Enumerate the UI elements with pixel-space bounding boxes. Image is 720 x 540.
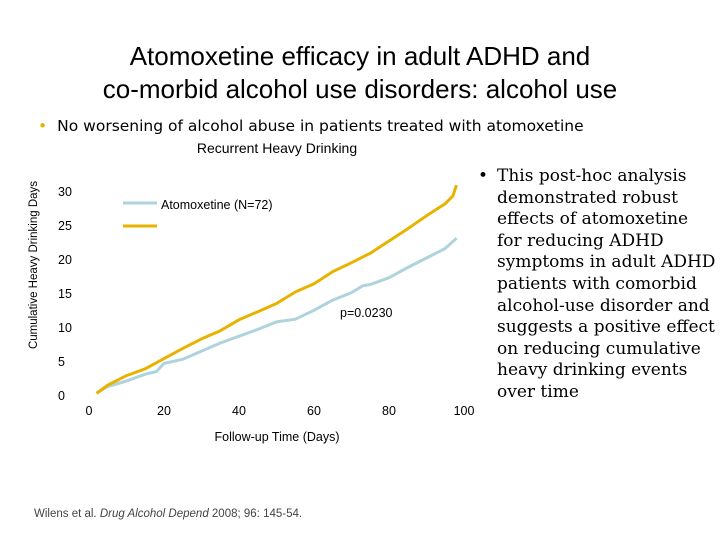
y-tick-label: 0 (58, 389, 65, 403)
legend-label-atomoxetine: Atomoxetine (N=72) (161, 198, 273, 212)
bullet-icon: • (38, 117, 48, 135)
x-tick-label: 60 (307, 404, 321, 418)
y-tick-label: 25 (58, 219, 72, 233)
top-bullet-text: No worsening of alcohol abuse in patient… (57, 117, 584, 135)
title-line-2: co-morbid alcohol use disorders: alcohol… (102, 74, 618, 104)
top-bullet: • No worsening of alcohol abuse in patien… (38, 117, 584, 135)
title-line-1: Atomoxetine efficacy in adult ADHD and (129, 41, 591, 71)
series-lines (95, 184, 458, 395)
slide-title: Atomoxetine efficacy in adult ADHD and c… (40, 40, 680, 106)
side-bullet-text: This post-hoc analysis demonstrated robu… (497, 166, 716, 402)
y-tick-label: 10 (58, 321, 72, 335)
citation-authors: Wilens et al. (34, 508, 100, 520)
y-tick-label: 30 (58, 185, 72, 199)
y-tick-label: 20 (58, 253, 72, 267)
bullet-icon: • (478, 166, 489, 186)
x-tick-label: 100 (454, 404, 475, 418)
y-axis-label: Cumulative Heavy Drinking Days (28, 181, 40, 349)
x-tick-label: 40 (232, 404, 246, 418)
chart-title: Recurrent Heavy Drinking (197, 140, 357, 156)
y-tick-label: 5 (58, 355, 65, 369)
citation-journal: Drug Alcohol Depend (99, 508, 209, 520)
y-tick-label: 15 (58, 287, 72, 301)
legend: Atomoxetine (N=72) (123, 198, 273, 228)
p-value-annotation: p=0.0230 (340, 306, 393, 320)
series-line-placebo (95, 184, 458, 395)
x-tick-label: 80 (382, 404, 396, 418)
x-tick-label: 0 (86, 404, 93, 418)
citation-details: 2008; 96: 145-54. (208, 508, 303, 520)
y-tick-labels: 0 5 10 15 20 25 30 (58, 185, 72, 403)
side-bullet: • This post-hoc analysis demonstrated ro… (478, 166, 718, 404)
x-tick-label: 20 (157, 404, 171, 418)
x-axis-label: Follow-up Time (Days) (214, 430, 339, 444)
x-tick-labels: 0 20 40 60 80 100 (86, 404, 475, 418)
series-line-atomoxetine (95, 237, 458, 395)
citation: Wilens et al. Drug Alcohol Depend 2008; … (34, 508, 302, 520)
